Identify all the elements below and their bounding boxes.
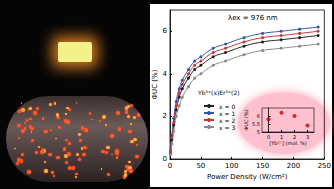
svg-text:0: 0: [168, 162, 172, 170]
svg-text:50: 50: [196, 162, 205, 170]
svg-text:2: 2: [163, 112, 167, 120]
svg-text:5: 5: [257, 129, 260, 135]
svg-text:λex = 976 nm: λex = 976 nm: [228, 14, 278, 22]
svg-text:Power Density (W/cm²): Power Density (W/cm²): [207, 173, 288, 181]
svg-text:6: 6: [163, 27, 168, 35]
svg-text:x = 3: x = 3: [219, 124, 235, 131]
svg-text:1: 1: [280, 134, 283, 140]
svg-text:0: 0: [163, 155, 167, 163]
svg-text:0: 0: [267, 134, 270, 140]
svg-text:100: 100: [225, 162, 238, 170]
svg-text:150: 150: [256, 162, 269, 170]
svg-text:Yb³⁺(x)Er³⁺(2): Yb³⁺(x)Er³⁺(2): [197, 89, 240, 96]
svg-text:[Yb³⁺] (mol. %): [Yb³⁺] (mol. %): [269, 140, 307, 146]
svg-text:x = 2: x = 2: [219, 117, 235, 124]
svg-text:5.5: 5.5: [252, 121, 260, 127]
svg-text:3: 3: [306, 134, 309, 140]
svg-text:200: 200: [287, 162, 300, 170]
svg-text:4: 4: [163, 70, 168, 78]
svg-text:2: 2: [293, 134, 296, 140]
svg-text:ΦUC (%): ΦUC (%): [151, 69, 159, 99]
svg-text:6: 6: [257, 113, 260, 119]
svg-text:x = 0: x = 0: [219, 103, 235, 110]
svg-text:x = 1: x = 1: [219, 110, 235, 117]
svg-text:250: 250: [318, 162, 331, 170]
svg-text:ΦUC (%): ΦUC (%): [243, 109, 249, 130]
